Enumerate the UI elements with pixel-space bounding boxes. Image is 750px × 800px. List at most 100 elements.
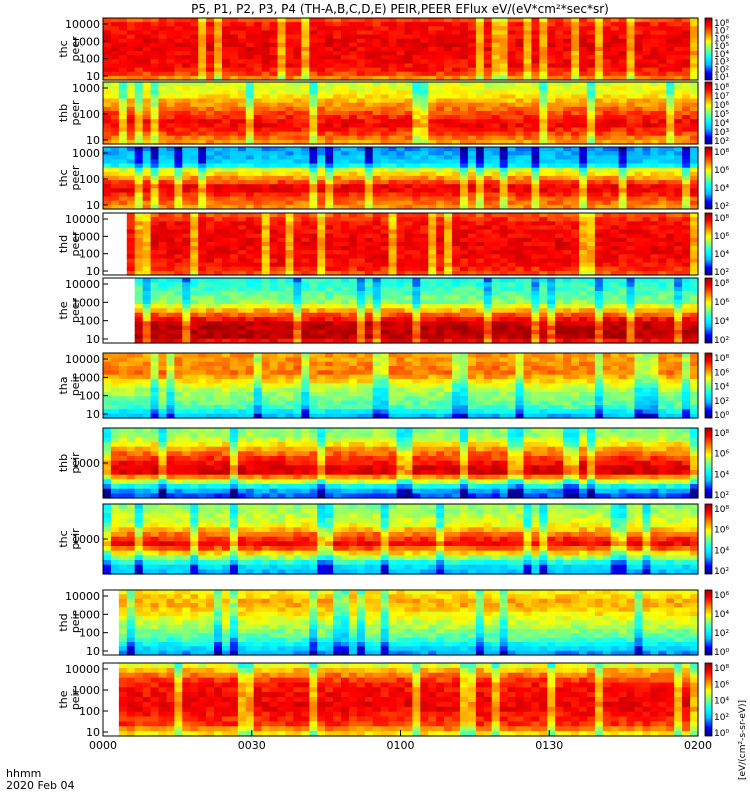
spectrogram-cell	[586, 22, 596, 27]
spectrogram-cell	[126, 119, 136, 124]
spectrogram-cell	[222, 325, 231, 331]
spectrogram-cell	[301, 282, 310, 288]
spectrogram-cell	[261, 67, 271, 73]
spectrogram-cell	[190, 139, 199, 145]
spectrogram-cell	[229, 90, 239, 95]
spectrogram-cell	[642, 55, 651, 60]
spectrogram-cell	[507, 46, 517, 52]
spectrogram-cell	[166, 90, 175, 95]
spectrogram-cell	[237, 18, 247, 23]
spectrogram-cell	[507, 204, 517, 210]
spectrogram-cell	[253, 262, 263, 268]
spectrogram-cell	[301, 94, 310, 100]
spectrogram-cell	[206, 119, 215, 124]
spectrogram-cell	[198, 55, 207, 60]
spectrogram-cell	[658, 188, 667, 193]
spectrogram-cell	[198, 262, 207, 268]
spectrogram-cell	[634, 167, 643, 173]
spectrogram-cell	[269, 147, 279, 152]
spectrogram-cell	[214, 278, 223, 283]
spectrogram-cell	[301, 98, 310, 104]
spectrogram-cell	[571, 204, 580, 210]
spectrogram-cell	[396, 115, 405, 120]
spectrogram-cell	[491, 180, 501, 185]
spectrogram-cell	[594, 225, 604, 231]
spectrogram-cell	[666, 55, 675, 60]
spectrogram-cell	[356, 167, 366, 173]
spectrogram-cell	[579, 110, 588, 116]
spectrogram-cell	[214, 192, 223, 198]
spectrogram-cell	[658, 90, 667, 95]
spectrogram-cell	[460, 102, 469, 108]
spectrogram-cell	[325, 94, 334, 100]
spectrogram-cell	[380, 155, 390, 160]
spectrogram-cell	[142, 82, 152, 87]
spectrogram-cell	[348, 127, 358, 133]
spectrogram-cell	[618, 180, 628, 185]
spectrogram-cell	[285, 295, 294, 301]
spectrogram-cell	[380, 94, 390, 100]
spectrogram-cell	[531, 233, 540, 239]
spectrogram-cell	[507, 115, 517, 120]
spectrogram-cell	[428, 98, 437, 104]
spectrogram-cell	[491, 59, 501, 64]
spectrogram-cell	[333, 325, 342, 331]
spectrogram-cell	[555, 217, 564, 222]
spectrogram-cell	[325, 325, 334, 331]
spectrogram-cell	[666, 262, 675, 268]
spectrogram-cell	[142, 110, 152, 116]
spectrogram-cell	[103, 51, 112, 56]
spectrogram-cell	[134, 204, 144, 210]
spectrogram-cell	[293, 155, 302, 160]
spectrogram-cell	[103, 110, 112, 116]
spectrogram-cell	[515, 204, 524, 210]
spectrogram-cell	[301, 135, 310, 141]
spectrogram-cell	[317, 299, 326, 305]
spectrogram-cell	[364, 317, 374, 322]
spectrogram-cell	[237, 131, 247, 137]
spectrogram-cell	[602, 233, 612, 239]
spectrogram-cell	[467, 237, 477, 243]
spectrogram-cell	[348, 55, 358, 60]
spectrogram-cell	[245, 55, 255, 60]
spectrogram-cell	[515, 115, 524, 120]
spectrogram-cell	[523, 213, 532, 218]
spectrogram-cell	[309, 59, 318, 64]
spectrogram-cell	[539, 155, 548, 160]
spectrogram-cell	[293, 151, 302, 156]
spectrogram-cell	[404, 180, 413, 185]
spectrogram-cell	[222, 180, 231, 185]
spectrogram-cell	[277, 147, 286, 152]
spectrogram-cell	[253, 184, 263, 189]
spectrogram-cell	[134, 246, 144, 251]
spectrogram-cell	[372, 123, 382, 128]
spectrogram-cell	[348, 304, 358, 309]
spectrogram-cell	[507, 200, 517, 206]
spectrogram-cell	[166, 225, 175, 231]
spectrogram-cell	[420, 127, 429, 133]
spectrogram-cell	[142, 180, 152, 185]
spectrogram-cell	[206, 98, 215, 104]
spectrogram-cell	[134, 184, 144, 189]
spectrogram-cell	[198, 192, 207, 198]
spectrogram-cell	[412, 159, 421, 165]
spectrogram-cell	[206, 131, 215, 137]
spectrogram-cell	[690, 119, 699, 124]
spectrogram-cell	[412, 127, 421, 133]
spectrogram-cell	[341, 229, 350, 235]
spectrogram-cell	[634, 262, 643, 268]
spectrogram-cell	[166, 86, 175, 91]
spectrogram-cell	[444, 71, 453, 77]
spectrogram-cell	[237, 26, 247, 31]
spectrogram-cell	[539, 51, 548, 56]
spectrogram-cell	[190, 278, 199, 283]
spectrogram-cell	[444, 159, 453, 165]
spectrogram-cell	[356, 221, 366, 226]
spectrogram-cell	[412, 217, 421, 222]
spectrogram-cell	[507, 155, 517, 160]
spectrogram-cell	[412, 200, 421, 206]
spectrogram-cell	[269, 167, 279, 173]
spectrogram-cell	[110, 123, 120, 128]
spectrogram-cell	[626, 167, 636, 173]
